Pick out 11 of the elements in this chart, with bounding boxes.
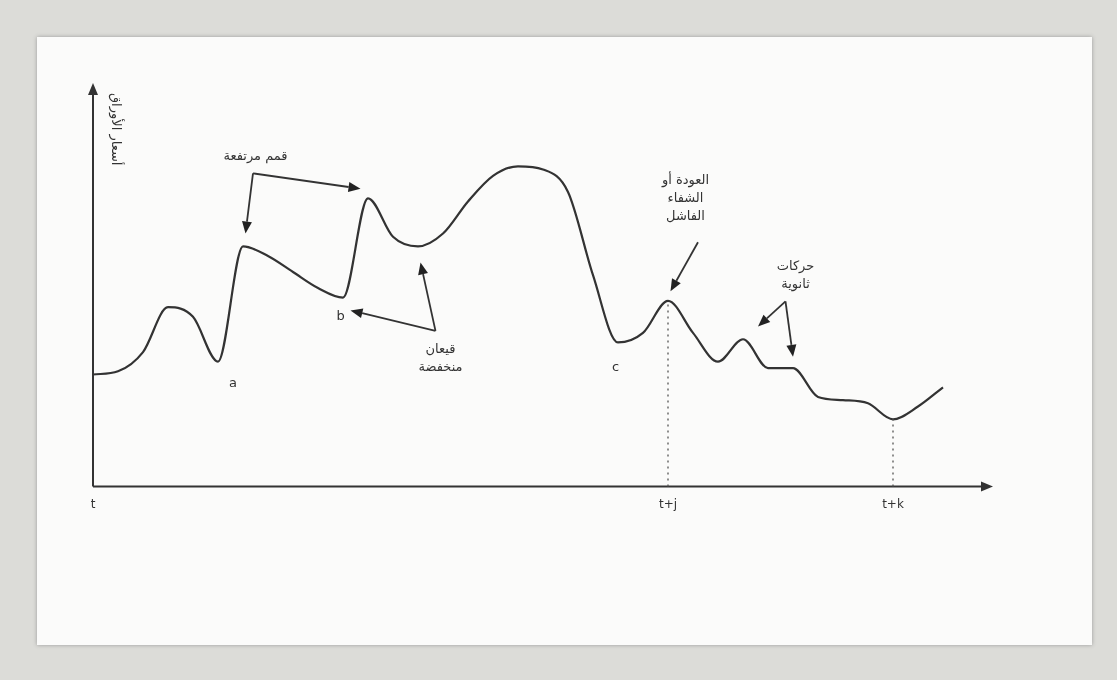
annotation: c xyxy=(611,359,620,375)
annotation: حركات ثانوية xyxy=(776,257,815,292)
text: قمم مرتفعة xyxy=(223,148,288,165)
x-tick-label: t+k xyxy=(882,496,904,511)
x-tick-label: t xyxy=(90,496,96,511)
annotation: b xyxy=(336,308,345,324)
annotation: قيعان منخفضة xyxy=(418,340,463,374)
x-tick-label: t+j xyxy=(658,496,678,511)
y-axis-title: أسعار الأوراق xyxy=(107,93,125,166)
annotation: العودة أو الشفاء الفاشل xyxy=(660,170,710,223)
annotation: a xyxy=(229,375,237,391)
